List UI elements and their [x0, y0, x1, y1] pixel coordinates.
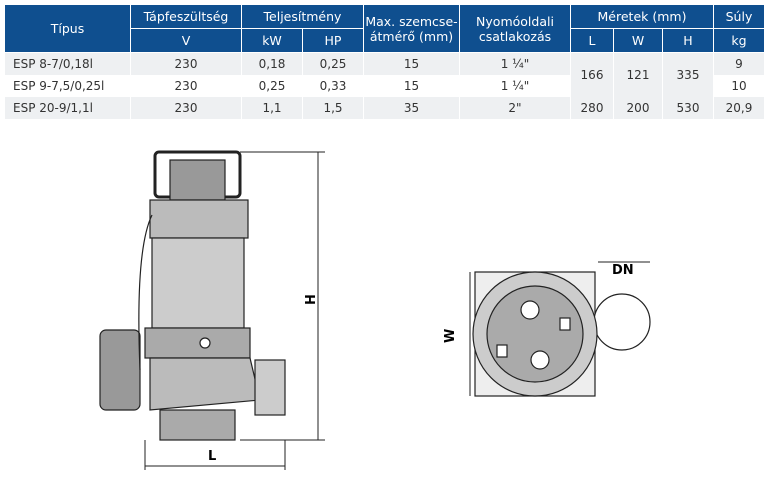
cell-v: 230 — [130, 97, 242, 119]
w-label: W — [443, 329, 458, 343]
header-weight: Súly — [713, 5, 765, 29]
cell-outlet: 2" — [459, 97, 571, 119]
unit-hp: HP — [302, 28, 364, 53]
cell-w: 121 — [613, 52, 663, 97]
unit-kw: kW — [241, 28, 303, 53]
dimension-lines — [144, 151, 650, 470]
cell-l: 280 — [570, 97, 614, 119]
header-voltage: Tápfeszültség — [130, 5, 242, 29]
header-outlet: Nyomóoldali csatlakozás — [459, 5, 571, 53]
unit-w: W — [613, 28, 663, 53]
h-label: H — [304, 294, 319, 305]
cell-w: 200 — [613, 97, 663, 119]
table-row: ESP 9-7,5/0,25l 230 0,25 0,33 15 1 ¼" 10 — [5, 75, 765, 97]
cell-kw: 0,25 — [241, 75, 303, 97]
cell-grain: 15 — [363, 52, 460, 75]
cell-outlet: 1 ¼" — [459, 52, 571, 75]
table-row: ESP 20-9/1,1l 230 1,1 1,5 35 2" 280 200 … — [5, 97, 765, 119]
dn-label: DN — [612, 263, 634, 278]
cell-l: 166 — [570, 52, 614, 97]
cell-hp: 0,33 — [302, 75, 364, 97]
cell-v: 230 — [130, 52, 242, 75]
cell-type: ESP 20-9/1,1l — [5, 97, 131, 119]
cell-grain: 35 — [363, 97, 460, 119]
unit-l: L — [570, 28, 614, 53]
pump-drawings: H L W DN — [99, 150, 651, 470]
cell-outlet: 1 ¼" — [459, 75, 571, 97]
cell-type: ESP 9-7,5/0,25l — [5, 75, 131, 97]
cell-hp: 1,5 — [302, 97, 364, 119]
unit-v: V — [130, 28, 242, 53]
unit-kg: kg — [713, 28, 765, 53]
cell-hp: 0,25 — [302, 52, 364, 75]
pump-top-view — [472, 271, 651, 397]
header-power: Teljesítmény — [241, 5, 364, 29]
cell-kg: 20,9 — [713, 97, 765, 119]
cell-h: 335 — [662, 52, 714, 97]
cell-kw: 1,1 — [241, 97, 303, 119]
cell-h: 530 — [662, 97, 714, 119]
cell-kw: 0,18 — [241, 52, 303, 75]
cell-v: 230 — [130, 75, 242, 97]
header-grain: Max. szemcse-átmérő (mm) — [363, 5, 460, 53]
header-type: Típus — [5, 5, 131, 53]
unit-h: H — [662, 28, 714, 53]
l-label: L — [208, 449, 216, 464]
pump-side-view — [99, 150, 286, 441]
cell-type: ESP 8-7/0,18l — [5, 52, 131, 75]
cell-grain: 15 — [363, 75, 460, 97]
table-row: ESP 8-7/0,18l 230 0,18 0,25 15 1 ¼" 166 … — [5, 52, 765, 97]
cell-kg: 10 — [713, 75, 765, 97]
spec-table: Típus Tápfeszültség Teljesítmény Max. sz… — [5, 5, 765, 119]
header-dims: Méretek (mm) — [570, 5, 714, 29]
cell-kg: 9 — [713, 52, 765, 75]
